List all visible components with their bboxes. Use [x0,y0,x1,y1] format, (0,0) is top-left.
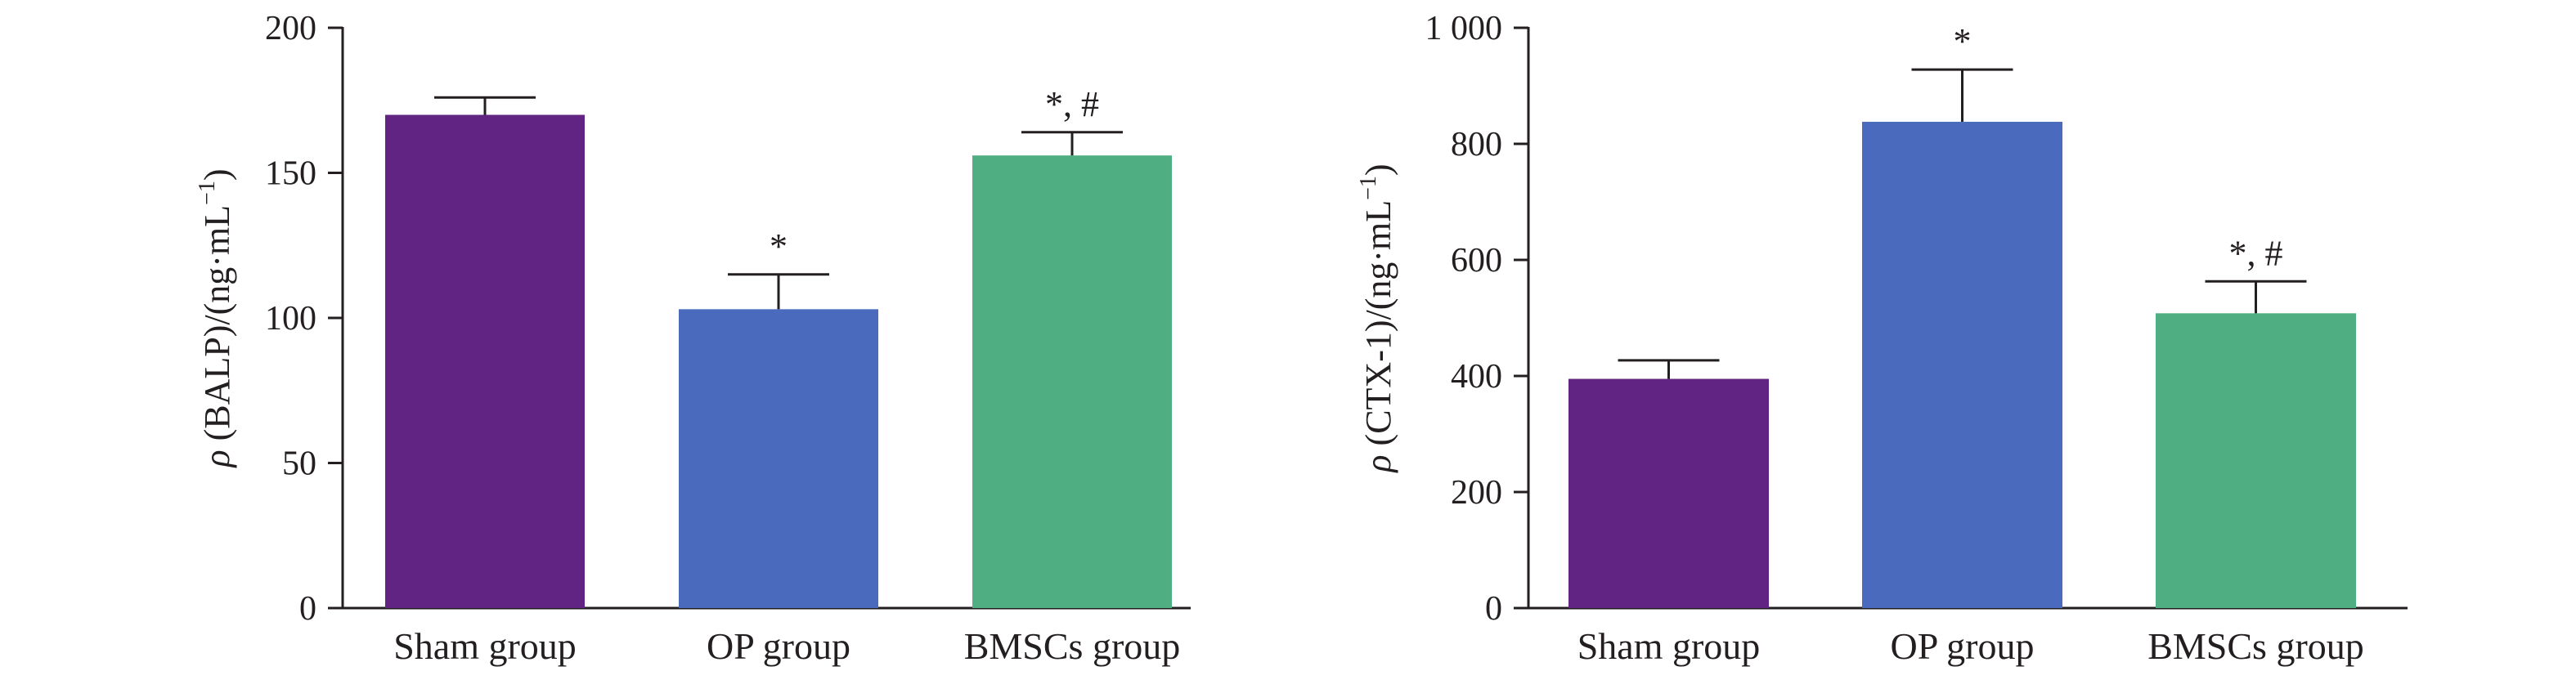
y-tick-label: 600 [1451,242,1502,280]
x-tick-label: BMSCs group [2147,625,2364,667]
bar [1568,378,1769,608]
significance-label: * [1954,21,1972,61]
y-tick-label: 400 [1451,358,1502,396]
y-tick-label: 200 [1451,474,1502,512]
y-tick-label: 800 [1451,126,1502,163]
y-tick-label: 150 [265,155,316,193]
x-tick-label: OP group [707,625,850,667]
chart-panel-ctx1: 0 200 400 600 800 1 000 Sham group * OP group *, … [1356,10,2408,667]
y-axis-title-suffix: ) [197,169,237,181]
x-tick-label: BMSCs group [964,625,1181,667]
y-tick-label: 1 000 [1425,10,1503,47]
y-tick-label: 0 [299,590,316,628]
y-tick-label: 50 [282,445,316,483]
y-axis-title-symbol: ρ [1358,454,1398,473]
y-axis-title: ρ (BALP)/(ng·mL−1) [195,169,237,469]
y-tick-label: 0 [1485,590,1502,628]
y-axis-title-symbol: ρ [197,450,237,468]
bar [385,114,585,608]
significance-label: *, # [2229,233,2283,273]
significance-label: * [770,226,788,266]
x-tick-label: Sham group [393,625,577,667]
x-tick-label: OP group [1891,625,2035,667]
y-axis-title: ρ (CTX-1)/(ng·mL−1) [1356,163,1398,473]
y-axis-title-superscript: −1 [195,181,220,205]
y-axis-title-suffix: ) [1358,163,1398,176]
y-axis-title-text: (BALP)/(ng·mL [197,205,237,450]
significance-label: *, # [1045,84,1099,124]
y-tick-label: 200 [265,10,316,47]
y-tick-label: 100 [265,300,316,338]
y-axis-title-superscript: −1 [1356,176,1381,200]
x-tick-label: Sham group [1577,625,1761,667]
bar [972,155,1172,608]
bar [2156,313,2356,608]
chart-panel-balp: 0 50 100 150 200 Sham group * OP group *, # BMSCs… [195,10,1191,667]
bar [1862,122,2062,608]
bar [679,309,878,608]
y-axis-title-text: (CTX-1)/(ng·mL [1358,200,1398,455]
